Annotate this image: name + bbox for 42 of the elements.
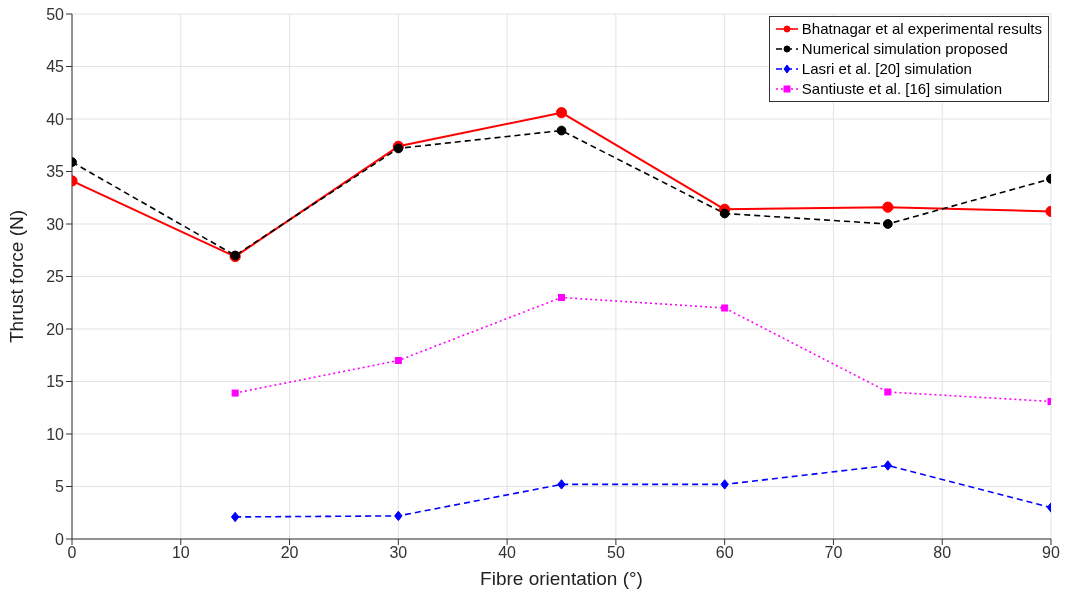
point — [720, 479, 729, 490]
legend-label: Lasri et al. [20] simulation — [801, 59, 972, 79]
x-tick-label: 40 — [498, 544, 517, 562]
point — [555, 107, 568, 119]
y-tick-label: 10 — [46, 425, 65, 443]
point — [394, 357, 402, 364]
legend-label: Numerical simulation proposed — [801, 39, 1008, 59]
x-tick-label: 50 — [606, 544, 625, 562]
point — [394, 510, 403, 522]
x-tick-label: 90 — [1042, 544, 1060, 562]
x-tick-label: 0 — [67, 544, 77, 562]
point — [884, 388, 892, 396]
y-tick-label: 0 — [55, 530, 65, 548]
y-tick-label: 40 — [46, 110, 65, 128]
legend-label: Bhatnagar et al experimental results — [801, 19, 1042, 39]
x-axis-title: Fibre orientation (°) — [480, 568, 643, 589]
legend-label: Santiuste et al. [16] simulation — [801, 79, 1002, 99]
x-tick-label: 80 — [933, 544, 952, 562]
y-tick-label: 30 — [46, 215, 65, 233]
y-tick-label: 20 — [46, 320, 65, 338]
point — [558, 294, 565, 301]
x-tick-label: 30 — [389, 544, 408, 562]
point — [231, 389, 239, 397]
y-axis-title: Thrust force (N) — [5, 209, 27, 344]
x-tick-label: 60 — [715, 544, 734, 562]
y-tick-label: 35 — [46, 163, 65, 181]
y-tick-label: 5 — [55, 478, 65, 496]
point — [721, 304, 729, 312]
point — [883, 460, 893, 471]
point — [882, 219, 893, 229]
point — [230, 511, 240, 523]
x-tick-label: 20 — [280, 544, 299, 562]
y-tick-label: 15 — [46, 373, 65, 391]
point — [556, 125, 567, 136]
point — [719, 208, 730, 219]
x-tick-label: 70 — [824, 544, 843, 562]
point — [882, 201, 894, 213]
point — [557, 479, 566, 490]
y-tick-label: 50 — [46, 5, 65, 23]
y-tick-label: 25 — [46, 268, 65, 286]
x-tick-label: 10 — [171, 544, 190, 562]
y-tick-label: 45 — [46, 58, 65, 76]
